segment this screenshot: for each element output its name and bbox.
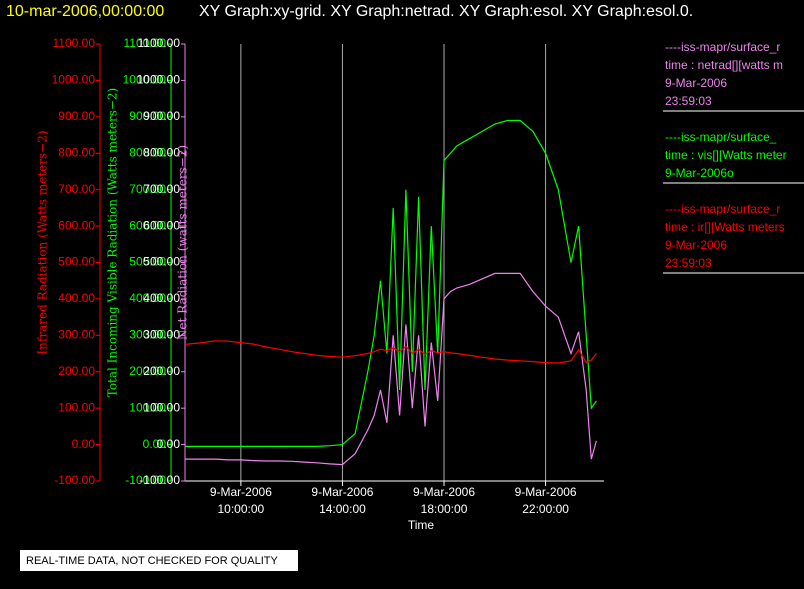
header-time: 10-mar-2006,00:00:00 xyxy=(6,3,164,20)
y-tick-label: 100.00 xyxy=(143,400,180,414)
legend-line: time : ir[][Watts meters xyxy=(665,220,785,234)
x-tick-label: 9-Mar-2006 22:00:00 xyxy=(515,485,577,516)
y-axis-label: Infrared Radiation (Watts meters−2) xyxy=(36,130,50,354)
y-tick-label: 200.00 xyxy=(129,364,166,378)
y-tick-label: 500.00 xyxy=(143,255,180,269)
y-tick-label: 400.00 xyxy=(129,291,166,305)
series-line xyxy=(185,119,597,447)
y-tick-label: 800.00 xyxy=(58,145,95,159)
y-tick-label: 500.00 xyxy=(58,255,95,269)
series-line xyxy=(184,340,597,364)
y-tick-label: -100.00 xyxy=(139,473,180,487)
x-tick-label: 9-Mar-2006 14:00:00 xyxy=(311,485,373,516)
y-tick-label: 1000.00 xyxy=(52,73,96,87)
y-tick-label: 1100.00 xyxy=(53,36,96,50)
y-tick-label: 200.00 xyxy=(143,364,180,378)
y-axis-label: Total Incoming Visible Radiation (Watts … xyxy=(106,88,120,398)
x-tick-label: 9-Mar-2006 10:00:00 xyxy=(210,485,272,516)
footer: REAL-TIME DATA, NOT CHECKED FOR QUALITY xyxy=(26,555,278,567)
y-tick-label: 1000.00 xyxy=(123,73,167,87)
series-line xyxy=(185,272,597,466)
y-tick-label: 600.00 xyxy=(143,218,180,232)
y-tick-label: 200.00 xyxy=(58,364,95,378)
y-tick-label: 500.00 xyxy=(129,255,166,269)
legend-line: 9-Mar-2006 xyxy=(665,238,727,252)
footer-box xyxy=(20,550,298,571)
y-tick-label: 0.00 xyxy=(143,437,167,451)
legend-line: time : vis[][Watts meter xyxy=(665,148,787,162)
y-tick-label: 300.00 xyxy=(58,328,95,342)
y-axis-label: Net Radiation (watts meters−2) xyxy=(176,145,190,340)
y-tick-label: 0.00 xyxy=(72,437,96,451)
legend-line: 23:59:03 xyxy=(665,94,712,108)
legend-line: 23:59:03 xyxy=(665,256,712,270)
y-tick-label: 600.00 xyxy=(129,218,166,232)
y-tick-label: 700.00 xyxy=(58,182,95,196)
legend-name: ----iss-mapr/surface_ xyxy=(665,130,777,144)
y-tick-label: 800.00 xyxy=(143,145,180,159)
x-axis-label: Time xyxy=(408,518,435,532)
y-tick-label: -100.00 xyxy=(125,473,166,487)
chart-title: XY Graph:xy-grid. XY Graph:netrad. XY Gr… xyxy=(199,3,693,20)
y-tick-label: 600.00 xyxy=(58,218,95,232)
legend-line: time : netrad[][watts m xyxy=(665,58,783,72)
y-tick-label: 1000.00 xyxy=(137,73,181,87)
y-tick-label: 300.00 xyxy=(143,328,180,342)
legend-name: ----iss-mapr/surface_r xyxy=(665,202,780,216)
y-tick-label: 100.00 xyxy=(129,400,166,414)
y-tick-label: 400.00 xyxy=(58,291,95,305)
y-tick-label: -100.00 xyxy=(54,473,95,487)
y-tick-label: 800.00 xyxy=(129,145,166,159)
y-tick-label: 900.00 xyxy=(58,109,95,123)
x-tick-label: 9-Mar-2006 18:00:00 xyxy=(413,485,475,516)
y-tick-label: 700.00 xyxy=(143,182,180,196)
legend-name: ----iss-mapr/surface_r xyxy=(665,40,780,54)
y-tick-label: 300.00 xyxy=(129,328,166,342)
legend-line: 9-Mar-2006o xyxy=(665,166,734,180)
y-tick-label: 700.00 xyxy=(129,182,166,196)
y-tick-label: 1100.00 xyxy=(124,36,167,50)
y-tick-label: 1100.00 xyxy=(138,36,181,50)
y-tick-label: 400.00 xyxy=(143,291,180,305)
y-tick-label: 900.00 xyxy=(129,109,166,123)
y-tick-label: 100.00 xyxy=(58,400,95,414)
y-tick-label: 900.00 xyxy=(143,109,180,123)
legend-line: 9-Mar-2006 xyxy=(665,76,727,90)
y-tick-label: 0.00 xyxy=(157,437,181,451)
